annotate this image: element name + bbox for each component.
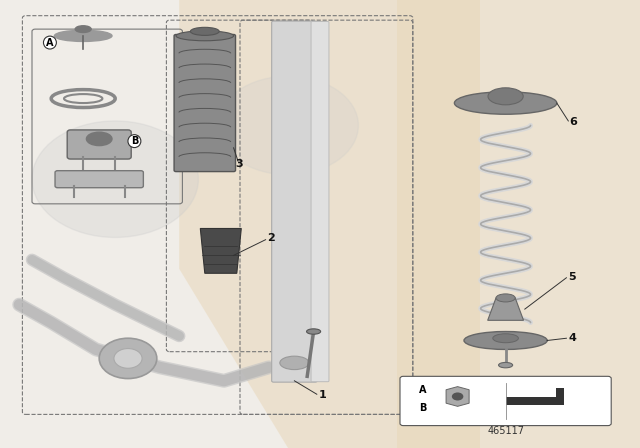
FancyBboxPatch shape [67,130,131,159]
Ellipse shape [464,332,547,349]
FancyBboxPatch shape [400,376,611,426]
Ellipse shape [499,362,513,368]
Text: 1: 1 [319,390,326,400]
Text: A: A [46,38,54,47]
Text: 6: 6 [570,117,577,127]
Text: 3: 3 [236,159,243,168]
Circle shape [99,338,157,379]
Polygon shape [446,387,469,406]
Ellipse shape [488,88,524,105]
Text: 2: 2 [268,233,275,243]
Ellipse shape [280,356,309,370]
FancyBboxPatch shape [272,21,317,382]
Circle shape [32,121,198,237]
Ellipse shape [496,294,515,302]
Text: A: A [419,385,426,395]
Ellipse shape [307,329,321,334]
Text: B: B [419,403,426,413]
Ellipse shape [176,31,234,41]
Text: 5: 5 [568,272,576,282]
Ellipse shape [86,132,112,146]
Polygon shape [179,0,480,448]
Circle shape [218,76,358,175]
Ellipse shape [64,94,102,103]
Text: 465117: 465117 [487,426,524,436]
Polygon shape [506,388,564,405]
FancyBboxPatch shape [55,171,143,188]
Ellipse shape [454,92,557,114]
Circle shape [452,392,463,401]
FancyBboxPatch shape [174,34,236,172]
Ellipse shape [76,26,92,33]
Ellipse shape [191,27,219,35]
Polygon shape [488,298,524,320]
Text: 4: 4 [568,333,576,343]
Ellipse shape [54,30,112,42]
Polygon shape [397,0,640,448]
Circle shape [114,349,142,368]
Ellipse shape [493,334,518,343]
Text: B: B [131,136,138,146]
FancyBboxPatch shape [311,22,329,382]
Polygon shape [200,228,241,273]
